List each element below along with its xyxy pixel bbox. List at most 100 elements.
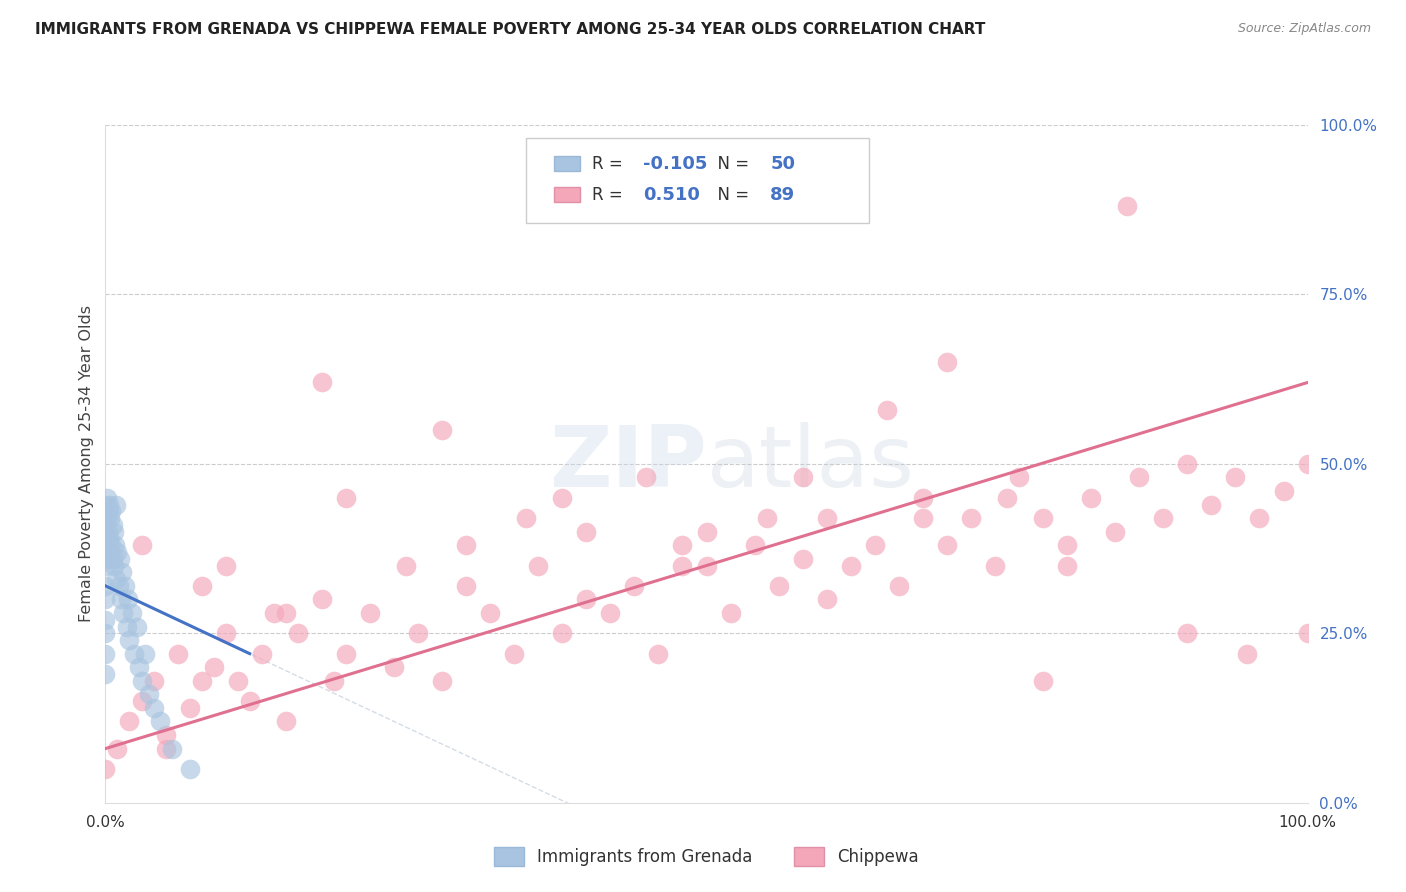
Point — [94, 579, 117, 593]
Point — [166, 647, 188, 661]
Point — [1104, 524, 1126, 539]
Point — [1032, 511, 1054, 525]
Text: atlas: atlas — [707, 422, 914, 506]
Point — [107, 741, 129, 756]
Point — [792, 470, 814, 484]
Point — [125, 619, 148, 633]
Point — [671, 558, 693, 573]
Point — [115, 619, 138, 633]
Point — [599, 606, 621, 620]
Point — [142, 701, 165, 715]
Point — [274, 714, 297, 729]
Point — [911, 511, 934, 525]
Point — [94, 558, 117, 573]
Point — [311, 376, 333, 390]
Point — [768, 579, 790, 593]
Text: 50: 50 — [770, 154, 796, 172]
Point — [887, 579, 910, 593]
Point — [111, 566, 134, 580]
Point — [1116, 199, 1139, 213]
Legend: Immigrants from Grenada, Chippewa: Immigrants from Grenada, Chippewa — [488, 840, 925, 872]
Point — [105, 498, 128, 512]
Point — [1175, 626, 1198, 640]
Point — [138, 687, 160, 701]
Point — [322, 673, 344, 688]
Point — [110, 592, 132, 607]
Point — [863, 538, 886, 552]
Point — [755, 511, 778, 525]
Point — [117, 592, 139, 607]
Point — [97, 504, 120, 518]
Point — [671, 538, 693, 552]
Point — [112, 606, 135, 620]
Point — [936, 538, 959, 552]
Point — [1296, 626, 1319, 640]
Point — [103, 558, 125, 573]
Point — [94, 517, 117, 532]
Point — [94, 538, 117, 552]
Text: -0.105: -0.105 — [643, 154, 707, 172]
Point — [1056, 558, 1078, 573]
Point — [1249, 511, 1271, 525]
Point — [696, 524, 718, 539]
Point — [98, 498, 121, 512]
Text: N =: N = — [707, 186, 754, 203]
Point — [226, 673, 249, 688]
Point — [1152, 511, 1174, 525]
Point — [551, 626, 574, 640]
Point — [96, 538, 118, 552]
Point — [1175, 457, 1198, 471]
Point — [1128, 470, 1150, 484]
Point — [155, 728, 177, 742]
FancyBboxPatch shape — [526, 138, 869, 223]
Point — [575, 592, 598, 607]
Point — [179, 701, 201, 715]
Point — [107, 579, 129, 593]
FancyBboxPatch shape — [554, 156, 581, 171]
Point — [104, 538, 127, 552]
Point — [97, 524, 120, 539]
Point — [311, 592, 333, 607]
Point — [839, 558, 862, 573]
Point — [94, 613, 117, 627]
Point — [430, 423, 453, 437]
Point — [105, 572, 128, 586]
Point — [190, 673, 212, 688]
Point — [454, 538, 477, 552]
Point — [142, 673, 165, 688]
Point — [960, 511, 983, 525]
Point — [911, 491, 934, 505]
Point — [100, 538, 122, 552]
Point — [454, 579, 477, 593]
Point — [1080, 491, 1102, 505]
Point — [636, 470, 658, 484]
Text: IMMIGRANTS FROM GRENADA VS CHIPPEWA FEMALE POVERTY AMONG 25-34 YEAR OLDS CORRELA: IMMIGRANTS FROM GRENADA VS CHIPPEWA FEMA… — [35, 22, 986, 37]
Point — [94, 647, 117, 661]
Text: R =: R = — [592, 186, 628, 203]
Point — [287, 626, 309, 640]
Point — [121, 606, 143, 620]
Point — [359, 606, 381, 620]
Point — [936, 355, 959, 369]
Text: Source: ZipAtlas.com: Source: ZipAtlas.com — [1237, 22, 1371, 36]
Point — [101, 517, 124, 532]
Point — [551, 491, 574, 505]
Point — [1032, 673, 1054, 688]
Point — [335, 647, 357, 661]
Point — [98, 532, 121, 546]
Point — [274, 606, 297, 620]
Point — [984, 558, 1007, 573]
Point — [647, 647, 669, 661]
Point — [118, 714, 141, 729]
Point — [214, 626, 236, 640]
Point — [131, 673, 153, 688]
Point — [239, 694, 262, 708]
FancyBboxPatch shape — [554, 187, 581, 202]
Point — [720, 606, 742, 620]
Point — [128, 660, 150, 674]
Point — [335, 491, 357, 505]
Point — [148, 714, 170, 729]
Point — [118, 633, 141, 648]
Point — [94, 762, 117, 776]
Point — [263, 606, 285, 620]
